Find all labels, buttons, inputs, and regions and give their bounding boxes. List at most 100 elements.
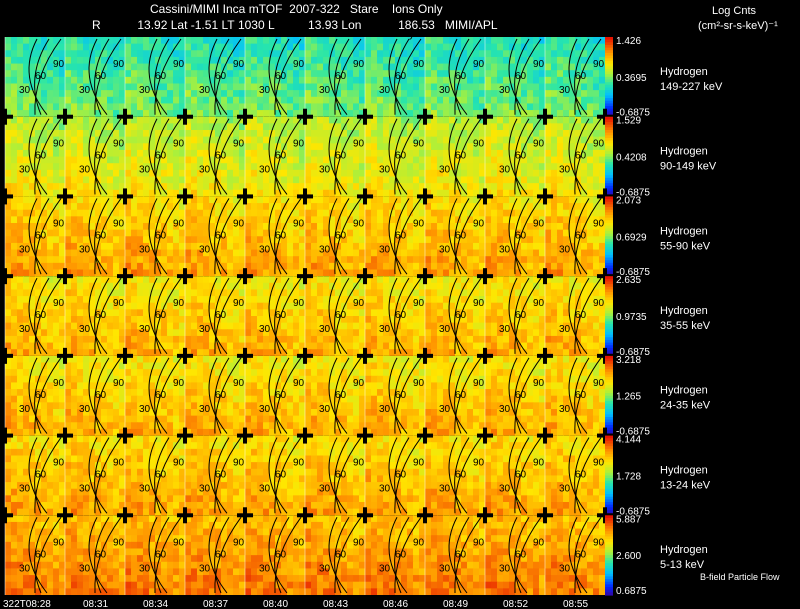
pitch-angle-contour — [328, 38, 348, 116]
heat-cell — [485, 189, 492, 197]
heat-cell — [305, 223, 312, 231]
heat-cell — [215, 123, 222, 131]
heat-cell — [491, 90, 498, 98]
heat-cell — [83, 143, 90, 151]
heat-cell — [419, 56, 426, 65]
heat-cell — [329, 96, 336, 105]
heat-cell — [41, 37, 48, 45]
heat-cell — [185, 156, 192, 164]
heat-cell — [515, 203, 522, 211]
heat-cell — [557, 63, 564, 71]
heat-cell — [173, 256, 180, 264]
pitch-angle-contour — [508, 198, 528, 275]
heat-cell — [437, 70, 444, 78]
heat-cell — [179, 262, 186, 271]
heat-cell — [305, 149, 312, 158]
heat-cell — [221, 176, 228, 184]
heat-cell — [431, 50, 438, 58]
heat-cell — [341, 249, 348, 257]
heat-cell — [377, 96, 384, 105]
heat-cell — [161, 256, 168, 264]
heat-cell — [47, 196, 54, 204]
heat-cell — [209, 90, 216, 98]
heat-cell — [149, 130, 156, 138]
heat-cell — [311, 269, 318, 277]
heat-cell — [143, 163, 150, 171]
heat-cell — [107, 269, 114, 277]
heat-cell — [77, 249, 84, 257]
energy-band-3: 9060309060309060309060309060309060309060… — [4, 276, 605, 356]
heat-cell — [473, 163, 480, 171]
heat-cell — [359, 249, 366, 257]
heat-cell — [215, 309, 222, 317]
heat-cell — [425, 90, 432, 98]
heat-cell — [41, 50, 48, 58]
heat-cell — [431, 302, 438, 310]
heat-cell — [89, 335, 96, 344]
heat-cell — [23, 316, 30, 324]
heat-cell — [293, 342, 300, 350]
heat-cell — [131, 123, 138, 131]
heat-cell — [233, 316, 240, 324]
heat-cell — [383, 249, 390, 257]
heat-cell — [455, 236, 462, 244]
heat-cell — [419, 282, 426, 291]
heat-cell — [413, 70, 420, 78]
heat-cell — [365, 50, 372, 58]
heat-cell — [107, 43, 114, 51]
heat-cell — [281, 242, 288, 251]
heat-cell — [365, 116, 372, 124]
heat-cell — [587, 196, 594, 204]
colorbar-step — [605, 188, 613, 192]
heat-cell — [365, 110, 372, 117]
heat-cell — [71, 83, 78, 91]
heat-cell — [203, 50, 210, 58]
heat-cell — [461, 116, 468, 124]
heat-cell — [383, 70, 390, 78]
heat-cell — [443, 209, 450, 217]
heat-cell — [293, 56, 300, 65]
heat-cell — [275, 83, 282, 91]
heat-cell — [365, 302, 372, 310]
heat-cell — [569, 43, 576, 51]
contour-label: 30 — [19, 85, 31, 96]
heat-cell — [473, 229, 480, 237]
heat-cell — [119, 229, 126, 237]
heat-cell — [449, 189, 456, 197]
heat-cell — [317, 282, 324, 291]
heat-cell — [119, 156, 126, 164]
heat-cell — [311, 43, 318, 51]
heat-cell — [149, 56, 156, 65]
heat-cell — [575, 223, 582, 231]
heat-cell — [179, 329, 186, 337]
heat-cell — [563, 262, 570, 271]
heat-cell — [173, 96, 180, 105]
heat-cell — [527, 43, 534, 51]
heat-cell — [203, 349, 210, 356]
heat-cell — [293, 316, 300, 324]
heat-cell — [23, 116, 30, 124]
heat-cell — [557, 256, 564, 264]
heat-cell — [467, 116, 474, 124]
heat-cell — [131, 349, 138, 356]
heat-cell — [491, 242, 498, 251]
heat-cell — [11, 282, 18, 291]
heat-cell — [29, 90, 36, 98]
heat-cell — [47, 83, 54, 91]
heat-cell — [515, 236, 522, 244]
heat-cell — [47, 349, 54, 356]
heat-cell — [419, 149, 426, 158]
heat-cell — [23, 342, 30, 350]
heat-cell — [185, 123, 192, 131]
heat-cell — [527, 76, 534, 85]
heat-cell — [473, 316, 480, 324]
heat-cell — [11, 149, 18, 158]
heat-cell — [557, 236, 564, 244]
heat-cell — [23, 216, 30, 224]
heat-cell — [461, 242, 468, 251]
heat-cell — [149, 269, 156, 277]
heat-cell — [527, 242, 534, 251]
heat-cell — [407, 76, 414, 85]
heat-cell — [269, 282, 276, 291]
heat-cell — [65, 203, 72, 211]
